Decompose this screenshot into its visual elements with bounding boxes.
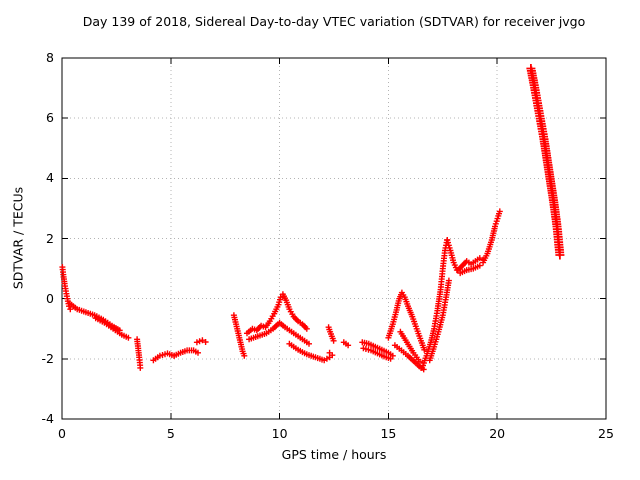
scatter-series-segment [385,289,428,353]
scatter-series-segment [325,324,337,344]
x-tick-label: 10 [271,426,288,441]
scatter-series-segment [340,339,352,349]
x-tick-label: 0 [58,426,66,441]
scatter-series-segment [457,262,483,277]
y-tick-label: 2 [46,230,54,246]
x-tick-label: 25 [598,426,614,441]
scatter-series-segment [230,312,248,359]
scatter-series-segment [480,208,503,266]
scatter-series-segment [171,347,201,359]
y-tick-label: -4 [41,411,54,426]
x-tick-label: 5 [166,426,175,441]
scatter-series-segment [193,337,209,346]
x-tick-label: 20 [489,426,506,441]
scatter-series-segment [526,64,565,260]
x-tick-label: 15 [380,426,397,441]
y-tick-label: 0 [46,290,54,306]
y-tick-label: 6 [46,110,54,126]
scatter-series-segment [246,319,312,347]
scatter-series-segment [397,328,423,365]
y-tick-label: 8 [46,50,54,65]
scatter-series-segment [444,237,460,274]
scatter-series-segment [359,339,396,359]
scatter-series-segment [360,345,394,362]
chart-title: Day 139 of 2018, Sidereal Day-to-day VTE… [82,14,586,29]
y-tick-label: 4 [46,170,54,186]
scatter-series-segment [326,349,336,359]
scatter-series-segment [150,350,178,364]
scatter-series-segment [455,255,487,274]
scatter-series-segment [134,336,144,371]
scatter-series-segment [286,340,333,364]
y-tick-label: -2 [41,350,54,366]
scatter-series-segment [92,315,132,341]
scatter-series-segment [419,237,451,371]
x-axis-label: GPS time / hours [281,447,387,462]
scatter-series-segment [426,277,452,364]
scatter-series-segment [244,291,310,337]
